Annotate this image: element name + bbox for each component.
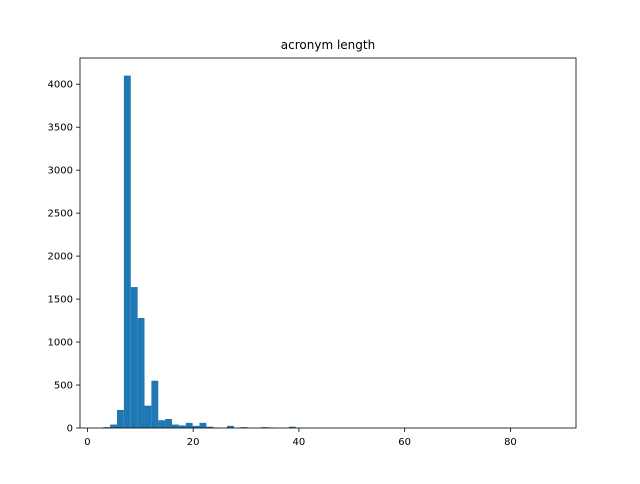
x-tick-label: 60 — [398, 437, 411, 448]
x-tick-label: 40 — [293, 437, 306, 448]
y-tick-label: 1000 — [48, 338, 73, 349]
y-tick-label: 0 — [67, 424, 73, 435]
y-tick-label: 2500 — [48, 209, 73, 220]
x-tick-label: 80 — [504, 437, 517, 448]
histogram-bar — [117, 410, 124, 428]
histogram-bar — [165, 419, 172, 428]
histogram-bar — [158, 420, 165, 428]
y-tick-label: 2000 — [48, 252, 73, 263]
histogram-bar — [172, 425, 179, 428]
y-tick-label: 1500 — [48, 295, 73, 306]
y-tick-label: 500 — [54, 381, 73, 392]
histogram-bar — [138, 318, 145, 428]
x-tick-label: 0 — [84, 437, 90, 448]
y-tick-label: 3500 — [48, 123, 73, 134]
histogram-bar — [200, 423, 207, 428]
y-tick-label: 3000 — [48, 166, 73, 177]
histogram-bar — [124, 76, 131, 428]
histogram-bar — [145, 406, 152, 428]
histogram-bar — [131, 287, 138, 428]
histogram-bar — [151, 381, 158, 428]
chart-title: acronym length — [281, 38, 375, 52]
y-tick-label: 4000 — [48, 80, 73, 91]
x-tick-label: 20 — [187, 437, 200, 448]
histogram-bar — [186, 423, 193, 428]
histogram-bar — [110, 425, 117, 428]
